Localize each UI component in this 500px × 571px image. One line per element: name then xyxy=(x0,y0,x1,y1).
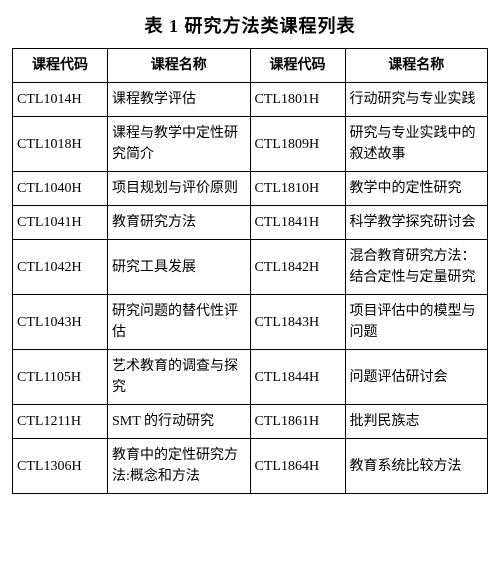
table-row: CTL1306H教育中的定性研究方法:概念和方法CTL1864H教育系统比较方法 xyxy=(13,439,488,494)
course-name-cell: 研究工具发展 xyxy=(108,240,251,295)
table-row: CTL1014H课程教学评估CTL1801H行动研究与专业实践 xyxy=(13,83,488,117)
table-row: CTL1043H研究问题的替代性评估CTL1843H项目评估中的模型与问题 xyxy=(13,295,488,350)
course-name-cell: 项目评估中的模型与问题 xyxy=(345,295,488,350)
course-name-cell: 科学教学探究研讨会 xyxy=(345,206,488,240)
course-name-cell: 批判民族志 xyxy=(345,405,488,439)
course-name-cell: 艺术教育的调查与探究 xyxy=(108,350,251,405)
course-code-cell: CTL1861H xyxy=(250,405,345,439)
table-row: CTL1211HSMT 的行动研究CTL1861H批判民族志 xyxy=(13,405,488,439)
course-name-cell: 教学中的定性研究 xyxy=(345,172,488,206)
table-caption: 表 1 研究方法类课程列表 xyxy=(12,12,488,38)
course-name-cell: 问题评估研讨会 xyxy=(345,350,488,405)
course-table: 课程代码 课程名称 课程代码 课程名称 CTL1014H课程教学评估CTL180… xyxy=(12,48,488,494)
course-code-cell: CTL1211H xyxy=(13,405,108,439)
course-name-cell: 项目规划与评价原则 xyxy=(108,172,251,206)
course-name-cell: 教育系统比较方法 xyxy=(345,439,488,494)
course-code-cell: CTL1040H xyxy=(13,172,108,206)
course-name-cell: 教育研究方法 xyxy=(108,206,251,240)
table-row: CTL1105H艺术教育的调查与探究CTL1844H问题评估研讨会 xyxy=(13,350,488,405)
course-code-cell: CTL1018H xyxy=(13,117,108,172)
course-code-cell: CTL1014H xyxy=(13,83,108,117)
course-name-cell: 课程教学评估 xyxy=(108,83,251,117)
course-code-cell: CTL1842H xyxy=(250,240,345,295)
header-name-2: 课程名称 xyxy=(345,49,488,83)
course-code-cell: CTL1801H xyxy=(250,83,345,117)
course-code-cell: CTL1105H xyxy=(13,350,108,405)
course-code-cell: CTL1810H xyxy=(250,172,345,206)
header-code-2: 课程代码 xyxy=(250,49,345,83)
course-code-cell: CTL1809H xyxy=(250,117,345,172)
header-code-1: 课程代码 xyxy=(13,49,108,83)
table-header-row: 课程代码 课程名称 课程代码 课程名称 xyxy=(13,49,488,83)
header-name-1: 课程名称 xyxy=(108,49,251,83)
course-name-cell: SMT 的行动研究 xyxy=(108,405,251,439)
course-code-cell: CTL1306H xyxy=(13,439,108,494)
course-name-cell: 混合教育研究方法：结合定性与定量研究 xyxy=(345,240,488,295)
table-row: CTL1042H研究工具发展CTL1842H混合教育研究方法：结合定性与定量研究 xyxy=(13,240,488,295)
course-code-cell: CTL1843H xyxy=(250,295,345,350)
course-code-cell: CTL1041H xyxy=(13,206,108,240)
course-code-cell: CTL1841H xyxy=(250,206,345,240)
course-code-cell: CTL1864H xyxy=(250,439,345,494)
course-name-cell: 教育中的定性研究方法:概念和方法 xyxy=(108,439,251,494)
course-code-cell: CTL1042H xyxy=(13,240,108,295)
course-name-cell: 课程与教学中定性研究简介 xyxy=(108,117,251,172)
course-name-cell: 行动研究与专业实践 xyxy=(345,83,488,117)
table-row: CTL1040H项目规划与评价原则CTL1810H教学中的定性研究 xyxy=(13,172,488,206)
table-row: CTL1018H课程与教学中定性研究简介CTL1809H研究与专业实践中的叙述故… xyxy=(13,117,488,172)
course-name-cell: 研究与专业实践中的叙述故事 xyxy=(345,117,488,172)
course-name-cell: 研究问题的替代性评估 xyxy=(108,295,251,350)
course-code-cell: CTL1043H xyxy=(13,295,108,350)
course-code-cell: CTL1844H xyxy=(250,350,345,405)
table-row: CTL1041H教育研究方法CTL1841H科学教学探究研讨会 xyxy=(13,206,488,240)
